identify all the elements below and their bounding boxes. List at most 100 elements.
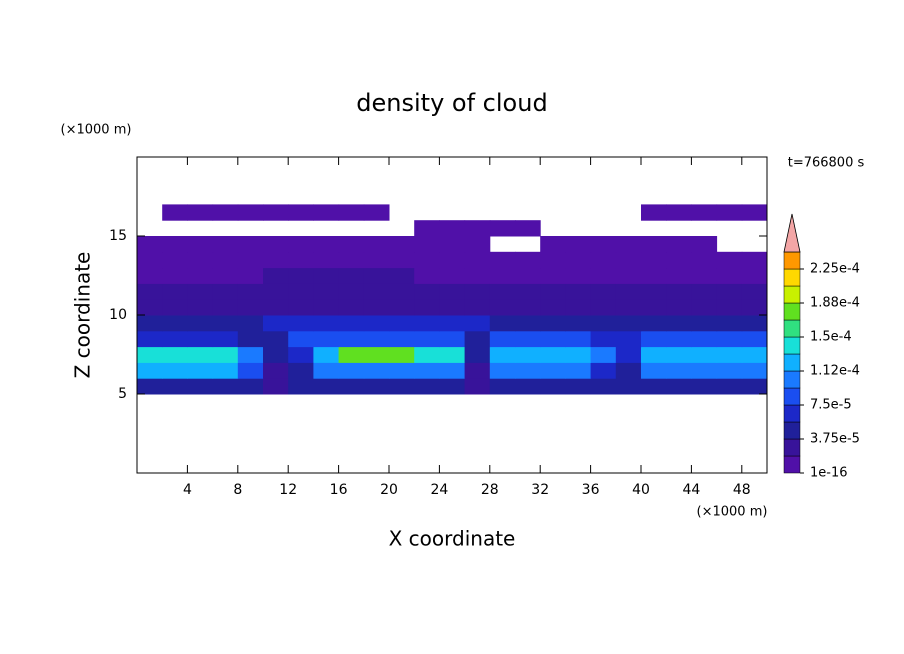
contour-cell	[641, 299, 667, 316]
contour-cell	[741, 251, 768, 269]
contour-cell	[489, 315, 516, 332]
colorbar-segment	[783, 455, 801, 474]
contour-cell	[716, 330, 743, 348]
colorbar-segment	[783, 285, 801, 304]
contour-cell	[338, 315, 365, 332]
contour-cell	[389, 267, 415, 284]
contour-cell	[137, 283, 163, 300]
y-axis-label: Z coordinate	[71, 252, 95, 379]
contour-cell	[363, 236, 390, 253]
contour-cell	[540, 315, 566, 332]
contour-cell	[615, 267, 642, 284]
contour-cell	[414, 299, 440, 316]
contour-cell	[439, 362, 466, 379]
contour-cell	[162, 236, 188, 253]
contour-cell	[691, 204, 718, 221]
contour-cell	[338, 267, 365, 284]
contour-cell	[641, 362, 667, 379]
contour-cell	[741, 315, 768, 332]
contour-cell	[263, 204, 289, 221]
contour-cell	[389, 236, 415, 253]
contour-cell	[439, 315, 466, 332]
contour-cell	[389, 299, 415, 316]
x-tick-label: 32	[531, 482, 549, 498]
contour-cell	[540, 299, 566, 316]
contour-cell	[288, 283, 314, 300]
contour-cell	[263, 236, 289, 253]
contour-cell	[540, 330, 566, 348]
contour-cell	[338, 378, 365, 395]
contour-cell	[716, 346, 743, 363]
x-tick-label: 24	[430, 482, 448, 498]
y-tick-label: 5	[118, 386, 127, 402]
contour-cell	[363, 315, 390, 332]
x-tick-label: 44	[682, 482, 700, 498]
contour-cell	[288, 204, 314, 221]
contour-cell	[515, 346, 541, 363]
contour-cell	[741, 267, 768, 284]
contour-cell	[565, 267, 592, 284]
contour-cell	[565, 346, 592, 363]
y-tick-label: 15	[109, 228, 127, 244]
time-annotation: t=766800 s	[788, 156, 865, 171]
contour-cell	[363, 283, 390, 300]
contour-cell	[137, 330, 163, 348]
contour-cell	[338, 251, 365, 269]
contour-cell	[590, 346, 617, 363]
contour-cell	[389, 346, 415, 363]
colorbar-segment	[783, 404, 801, 423]
contour-cell	[389, 362, 415, 379]
contour-cell	[212, 315, 239, 332]
contour-cell	[464, 299, 491, 316]
contour-cell	[414, 251, 440, 269]
contour-cell	[237, 204, 264, 221]
contour-cell	[489, 346, 516, 363]
contour-cell	[615, 283, 642, 300]
contour-cell	[187, 378, 214, 395]
y-tick-label: 10	[109, 307, 127, 323]
contour-cell	[137, 299, 163, 316]
contour-cell	[464, 220, 491, 237]
contour-cell	[338, 362, 365, 379]
contour-cell	[515, 362, 541, 379]
contour-cell	[565, 315, 592, 332]
contour-cell	[464, 346, 491, 363]
colorbar-tick-label: 2.25e-4	[810, 262, 860, 277]
contour-cell	[313, 346, 340, 363]
contour-cell	[691, 267, 718, 284]
contour-cell	[439, 220, 466, 237]
contour-cell	[615, 236, 642, 253]
contour-cell	[187, 236, 214, 253]
contour-cell	[489, 299, 516, 316]
contour-cell	[162, 204, 188, 221]
contour-cell	[741, 362, 768, 379]
contour-cell	[237, 251, 264, 269]
contour-cell	[691, 236, 718, 253]
contour-cell	[716, 267, 743, 284]
contour-cell	[464, 315, 491, 332]
x-tick-label: 4	[183, 482, 192, 498]
contour-cell	[464, 378, 491, 395]
contour-cell	[540, 362, 566, 379]
contour-cell	[212, 267, 239, 284]
contour-cell	[263, 283, 289, 300]
contour-cell	[263, 299, 289, 316]
contour-cell	[288, 251, 314, 269]
colorbar-segment	[783, 268, 801, 287]
contour-cell	[666, 362, 692, 379]
contour-cell	[363, 299, 390, 316]
contour-cell	[414, 315, 440, 332]
contour-cell	[414, 267, 440, 284]
contour-cell	[691, 251, 718, 269]
contour-cell	[162, 330, 188, 348]
contour-cell	[489, 283, 516, 300]
contour-cell	[489, 267, 516, 284]
contour-cell	[590, 299, 617, 316]
contour-cell	[187, 251, 214, 269]
contour-cell	[540, 236, 566, 253]
contour-cell	[439, 378, 466, 395]
contour-cell	[389, 251, 415, 269]
contour-cell	[414, 330, 440, 348]
contour-cell	[489, 378, 516, 395]
contour-cell	[288, 362, 314, 379]
